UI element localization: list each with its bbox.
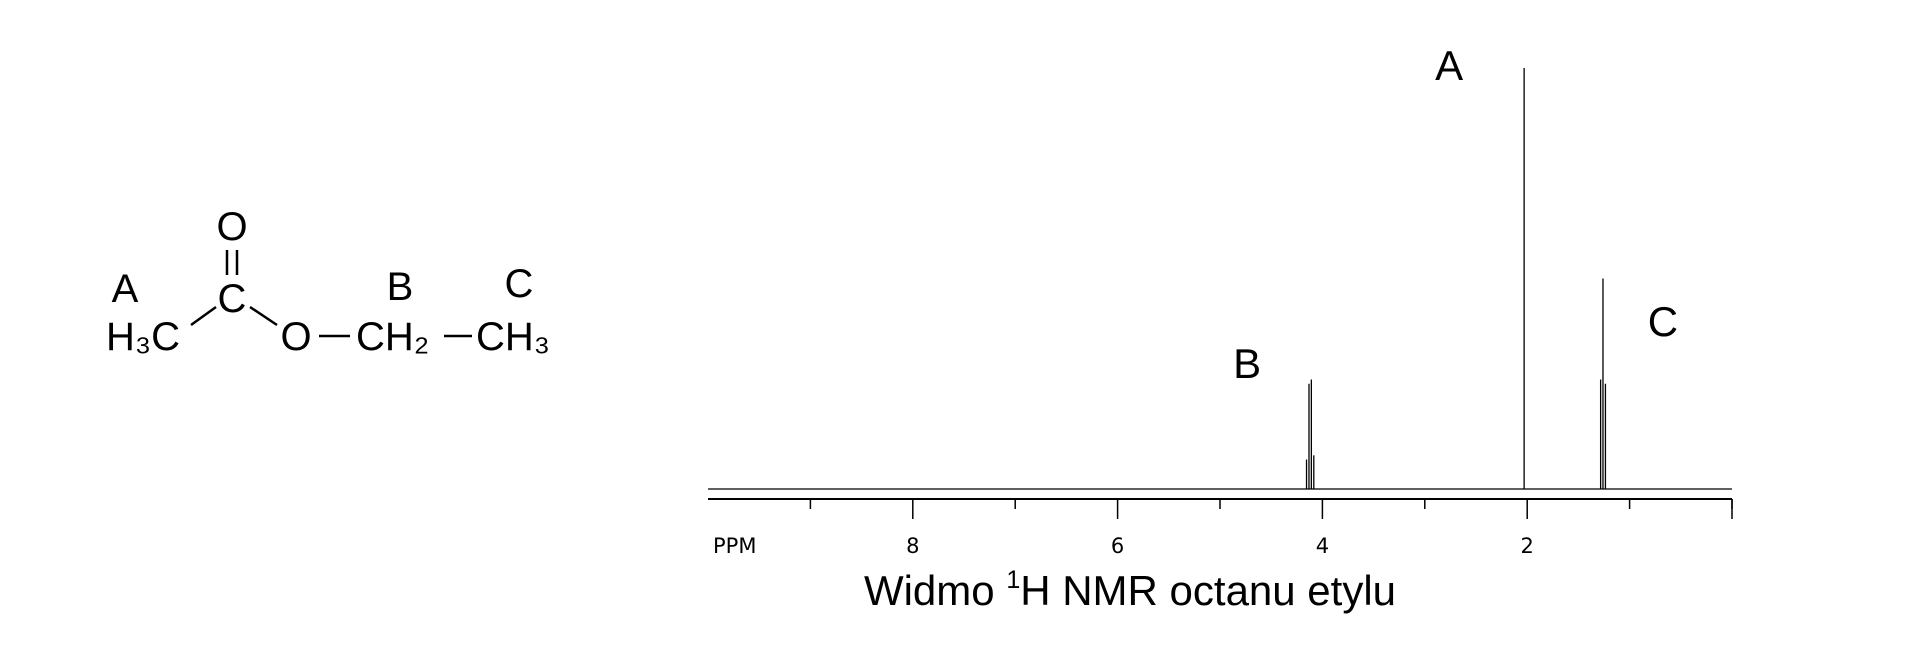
peak-label-b: B (1233, 340, 1261, 387)
label-b: B (387, 265, 414, 309)
x-tick-label: 6 (1111, 534, 1124, 558)
peak-label-a: A (1435, 42, 1463, 89)
x-axis-unit-label: PPM (713, 534, 756, 558)
methylene-label: CH₂ (356, 315, 429, 359)
bond-ch3-c (190, 305, 217, 327)
peak-label-c: C (1648, 298, 1678, 345)
chart-title-superscript: 1 (1006, 566, 1020, 594)
methyl-left-label: H₃C (106, 315, 180, 359)
carbonyl-carbon-label: C (218, 277, 247, 321)
molecule-structure: O C H₃C O CH₂ CH₃ A B C (106, 205, 550, 359)
ester-oxygen-label: O (280, 315, 311, 359)
peak-labels: A B C (1233, 42, 1678, 387)
chart-title: Widmo 1H NMR octanu etylu (864, 566, 1396, 614)
x-axis-ticks: 8 6 4 2 (809, 499, 1733, 558)
oxygen-top-label: O (216, 205, 247, 249)
methyl-right-label: CH₃ (476, 315, 550, 359)
chart-title-main: Widmo (864, 567, 1006, 614)
spectrum-layer (708, 68, 1732, 490)
x-tick-label: 2 (1521, 534, 1534, 558)
x-tick-label: 8 (906, 534, 919, 558)
x-tick-label: 4 (1316, 534, 1329, 558)
nmr-chart: 8 6 4 2 A B C PPM Widmo 1H NMR octanu etylu (708, 42, 1733, 614)
chart-title-rest: H NMR octanu etylu (1020, 567, 1396, 614)
label-a: A (112, 267, 139, 311)
bond-c-o (249, 305, 278, 327)
label-c: C (505, 262, 534, 306)
